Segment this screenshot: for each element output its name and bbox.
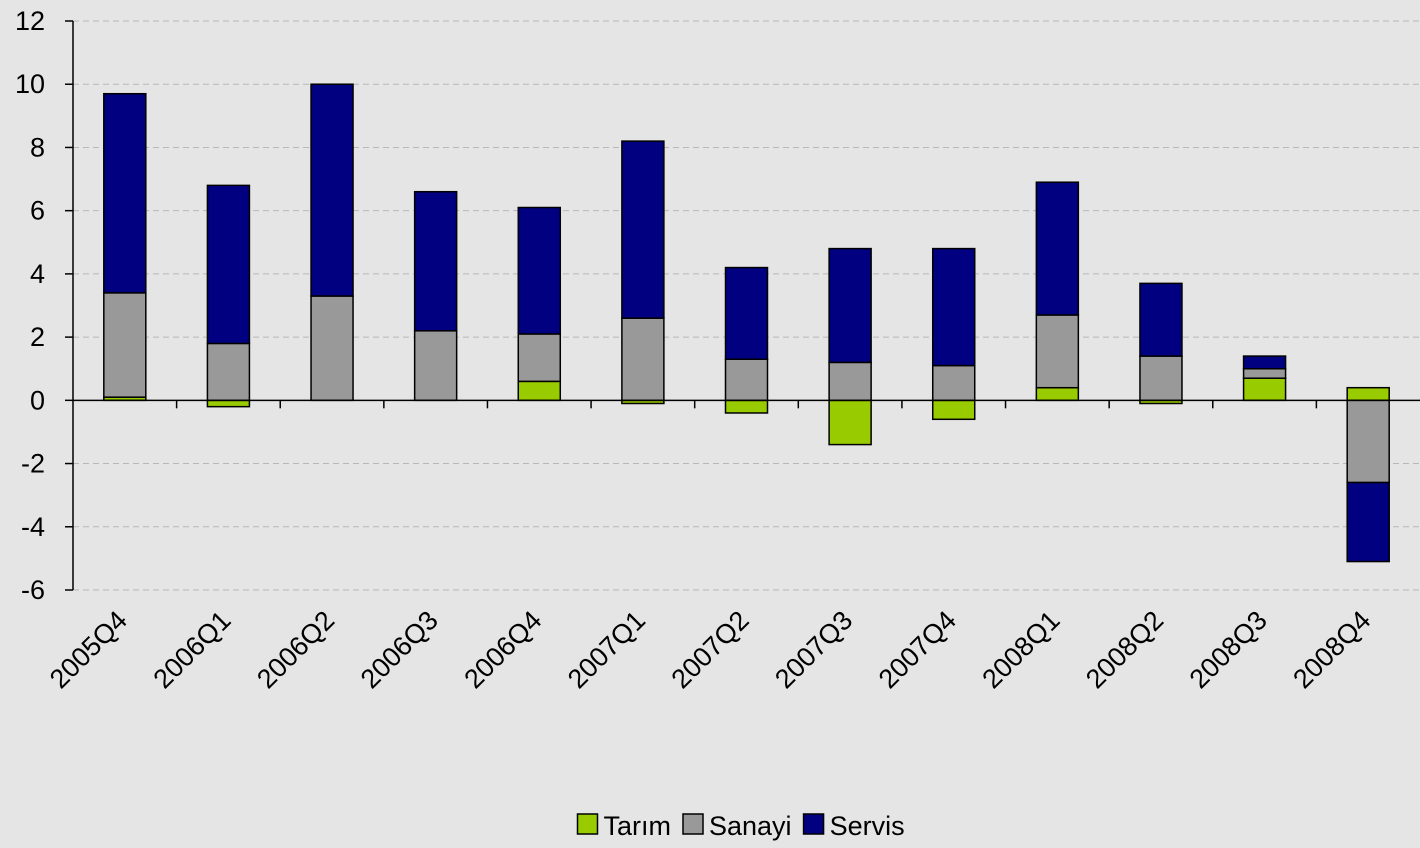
x-tick-label: 2007Q4 (873, 605, 962, 694)
bar-segment (103, 92, 147, 294)
bar-segment (1242, 367, 1287, 379)
bar-segment (1346, 399, 1390, 484)
x-tick-label: 2008Q4 (1287, 605, 1376, 694)
bar-segment (828, 399, 872, 446)
x-tick-label: 2007Q3 (769, 605, 858, 694)
bar-segment (1346, 386, 1390, 402)
bar-segment (621, 140, 665, 319)
bar-segment (724, 266, 769, 360)
legend-label: Tarım (604, 811, 672, 841)
y-tick-label: -6 (21, 575, 45, 605)
bar-segment (310, 83, 354, 297)
x-tick-label: 2007Q2 (666, 605, 755, 694)
bar-segment (517, 333, 562, 383)
y-tick-label: 4 (30, 259, 45, 289)
legend-swatch (682, 813, 704, 835)
bar-segment (310, 295, 354, 402)
bar-segment (103, 292, 147, 398)
bar-segment (1035, 386, 1080, 402)
bar-segment (206, 342, 251, 402)
legend-swatch (576, 813, 599, 835)
bar-segment (1242, 377, 1287, 402)
y-tick-label: -2 (21, 449, 45, 479)
bar-segment (931, 399, 976, 421)
x-tick-label: 2005Q4 (44, 605, 133, 694)
bar-segment (931, 364, 976, 402)
y-tick-label: 10 (15, 69, 45, 99)
bar-segment (828, 361, 872, 402)
bar-segment (206, 184, 251, 345)
x-tick-label: 2008Q1 (976, 605, 1065, 694)
bar-segment (1035, 181, 1080, 316)
bar-segment (621, 317, 665, 402)
bar-segment (724, 399, 769, 414)
y-tick-label: 12 (15, 6, 45, 36)
legend-label: Servis (830, 811, 905, 841)
x-tick-label: 2006Q2 (251, 605, 340, 694)
bar-segment (1139, 282, 1183, 357)
bar-segment (206, 399, 251, 408)
bar-segment (1346, 481, 1390, 563)
y-tick-label: 0 (30, 385, 45, 415)
x-tick-label: 2008Q3 (1184, 605, 1273, 694)
x-tick-label: 2006Q1 (148, 605, 237, 694)
legend-label: Sanayi (709, 811, 792, 841)
bar-segment (931, 247, 976, 367)
bar-segment (413, 190, 458, 332)
y-tick-label: 2 (30, 322, 45, 352)
bar-segment (517, 206, 562, 335)
x-tick-label: 2006Q3 (355, 605, 444, 694)
legend-swatch (802, 813, 825, 835)
x-tick-label: 2008Q2 (1080, 605, 1169, 694)
bar-segment (1139, 355, 1183, 402)
bar-segment (517, 380, 562, 402)
bar-segment (1242, 355, 1287, 370)
bar-segment (1035, 314, 1080, 389)
x-tick-label: 2006Q4 (458, 605, 547, 694)
bar-segment (413, 330, 458, 402)
bar-segment (724, 358, 769, 402)
bar-segment (828, 247, 872, 364)
y-tick-label: -4 (21, 512, 45, 542)
y-tick-label: 6 (30, 196, 45, 226)
y-tick-label: 8 (30, 132, 45, 162)
x-tick-label: 2007Q1 (562, 605, 651, 694)
